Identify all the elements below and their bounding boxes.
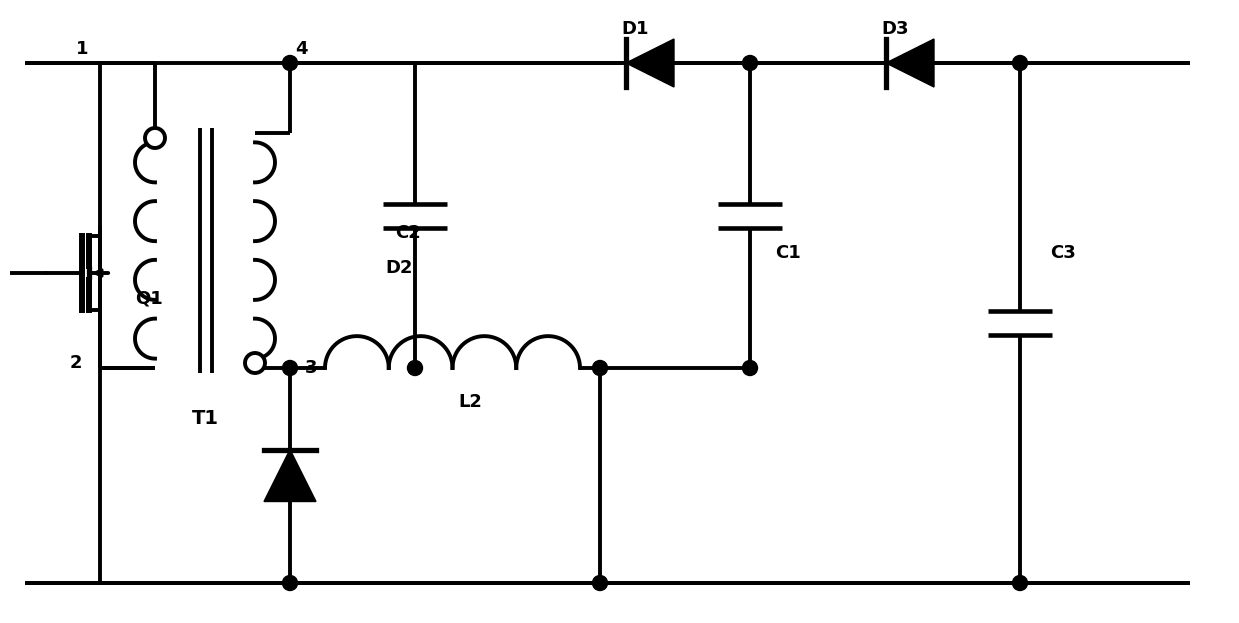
Text: C3: C3: [1049, 244, 1075, 262]
Text: 2: 2: [69, 354, 82, 372]
Circle shape: [1012, 55, 1027, 70]
Circle shape: [742, 55, 757, 70]
Circle shape: [408, 361, 422, 376]
Text: Q1: Q1: [135, 289, 162, 307]
Circle shape: [282, 55, 297, 70]
Circle shape: [245, 353, 265, 373]
Text: D3: D3: [881, 20, 908, 38]
Polygon shape: [264, 450, 316, 502]
Circle shape: [592, 361, 607, 376]
Polygon shape: [626, 39, 674, 87]
Circle shape: [1012, 576, 1027, 591]
Text: 4: 4: [295, 40, 307, 58]
Text: 1: 1: [76, 40, 88, 58]
Text: D1: D1: [621, 20, 649, 38]
Circle shape: [145, 128, 165, 148]
Text: C2: C2: [395, 224, 421, 242]
Text: L2: L2: [458, 393, 482, 411]
Circle shape: [282, 576, 297, 591]
Text: D2: D2: [385, 259, 413, 277]
Circle shape: [742, 361, 757, 376]
Circle shape: [282, 361, 297, 376]
Polygon shape: [886, 39, 934, 87]
Circle shape: [592, 576, 607, 591]
Text: T1: T1: [192, 409, 218, 427]
Text: C1: C1: [776, 244, 800, 262]
Text: 3: 3: [305, 359, 317, 377]
